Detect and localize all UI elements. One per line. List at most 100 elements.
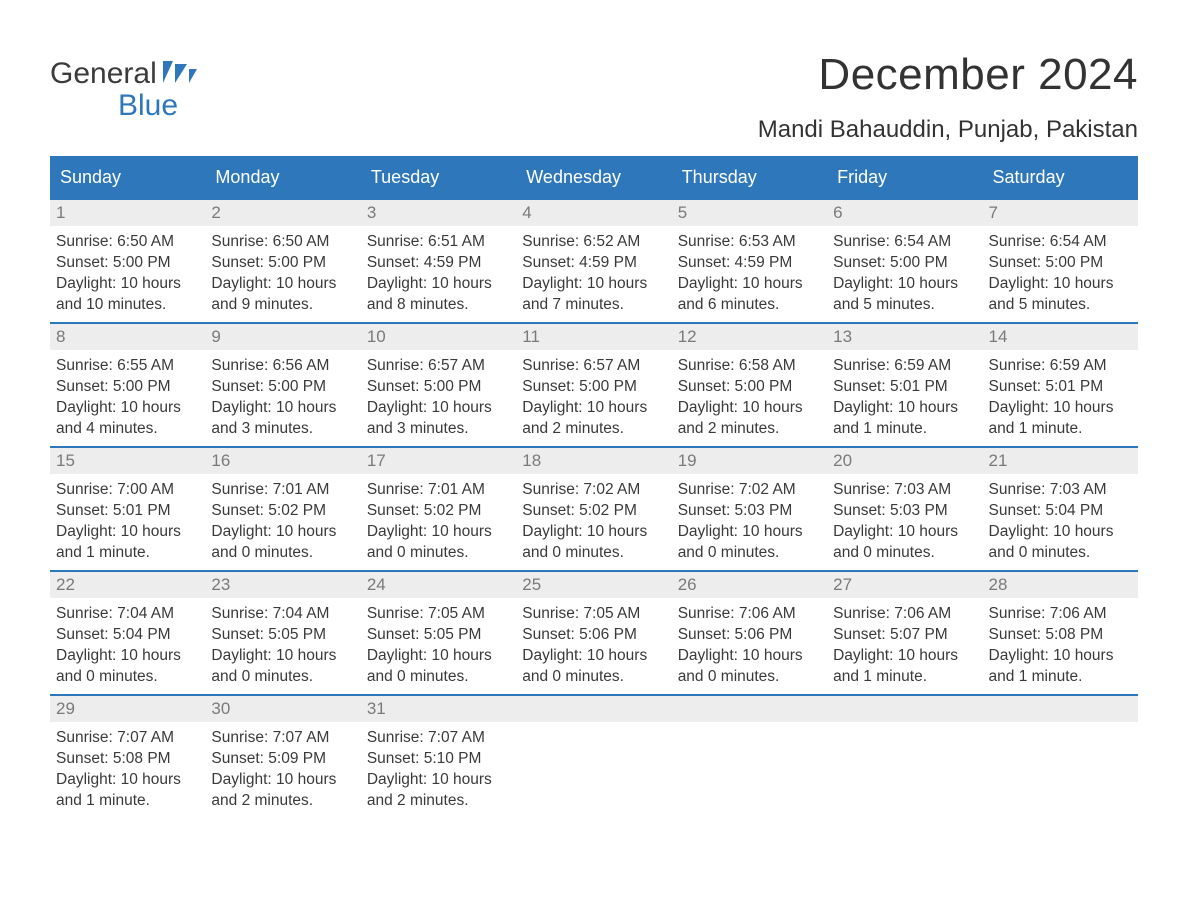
day-details: Sunrise: 7:07 AMSunset: 5:09 PMDaylight:…: [205, 722, 360, 816]
day-details: Sunrise: 7:01 AMSunset: 5:02 PMDaylight:…: [361, 474, 516, 568]
calendar-day-cell: 24Sunrise: 7:05 AMSunset: 5:05 PMDayligh…: [361, 572, 516, 694]
day-daylight1: Daylight: 10 hours: [522, 398, 665, 419]
calendar-week-row: 22Sunrise: 7:04 AMSunset: 5:04 PMDayligh…: [50, 570, 1138, 694]
day-details: Sunrise: 7:02 AMSunset: 5:02 PMDaylight:…: [516, 474, 671, 568]
day-sunset: Sunset: 5:00 PM: [56, 253, 199, 274]
calendar-day-cell: 25Sunrise: 7:05 AMSunset: 5:06 PMDayligh…: [516, 572, 671, 694]
day-details: Sunrise: 6:51 AMSunset: 4:59 PMDaylight:…: [361, 226, 516, 320]
calendar: SundayMondayTuesdayWednesdayThursdayFrid…: [50, 156, 1138, 816]
day-sunset: Sunset: 5:00 PM: [211, 253, 354, 274]
day-number-empty: [672, 696, 827, 722]
day-number: 4: [516, 200, 671, 226]
calendar-day-cell: 11Sunrise: 6:57 AMSunset: 5:00 PMDayligh…: [516, 324, 671, 446]
day-number: 15: [50, 448, 205, 474]
day-daylight2: and 1 minute.: [56, 791, 199, 812]
day-number: 11: [516, 324, 671, 350]
day-details: Sunrise: 6:55 AMSunset: 5:00 PMDaylight:…: [50, 350, 205, 444]
day-number: 5: [672, 200, 827, 226]
day-number: 9: [205, 324, 360, 350]
day-daylight2: and 1 minute.: [989, 667, 1132, 688]
day-sunrise: Sunrise: 6:50 AM: [211, 232, 354, 253]
day-daylight1: Daylight: 10 hours: [367, 646, 510, 667]
day-sunrise: Sunrise: 6:59 AM: [989, 356, 1132, 377]
day-sunrise: Sunrise: 7:02 AM: [522, 480, 665, 501]
day-number: 22: [50, 572, 205, 598]
calendar-day-cell: 31Sunrise: 7:07 AMSunset: 5:10 PMDayligh…: [361, 696, 516, 816]
day-details: Sunrise: 7:00 AMSunset: 5:01 PMDaylight:…: [50, 474, 205, 568]
day-daylight2: and 2 minutes.: [678, 419, 821, 440]
day-sunset: Sunset: 5:05 PM: [211, 625, 354, 646]
day-sunrise: Sunrise: 6:55 AM: [56, 356, 199, 377]
day-details: Sunrise: 6:58 AMSunset: 5:00 PMDaylight:…: [672, 350, 827, 444]
day-number: 13: [827, 324, 982, 350]
day-sunrise: Sunrise: 7:06 AM: [678, 604, 821, 625]
day-number: 7: [983, 200, 1138, 226]
day-daylight1: Daylight: 10 hours: [678, 646, 821, 667]
day-daylight1: Daylight: 10 hours: [989, 398, 1132, 419]
day-sunrise: Sunrise: 7:07 AM: [367, 728, 510, 749]
day-number: 10: [361, 324, 516, 350]
day-details: Sunrise: 6:57 AMSunset: 5:00 PMDaylight:…: [361, 350, 516, 444]
day-details: Sunrise: 6:54 AMSunset: 5:00 PMDaylight:…: [983, 226, 1138, 320]
calendar-day-cell: 16Sunrise: 7:01 AMSunset: 5:02 PMDayligh…: [205, 448, 360, 570]
day-daylight1: Daylight: 10 hours: [211, 522, 354, 543]
calendar-day-cell: 21Sunrise: 7:03 AMSunset: 5:04 PMDayligh…: [983, 448, 1138, 570]
day-sunset: Sunset: 5:03 PM: [678, 501, 821, 522]
day-daylight1: Daylight: 10 hours: [522, 522, 665, 543]
day-daylight1: Daylight: 10 hours: [989, 274, 1132, 295]
day-sunrise: Sunrise: 6:59 AM: [833, 356, 976, 377]
day-number: 14: [983, 324, 1138, 350]
day-details: Sunrise: 7:06 AMSunset: 5:06 PMDaylight:…: [672, 598, 827, 692]
day-daylight1: Daylight: 10 hours: [522, 646, 665, 667]
day-daylight1: Daylight: 10 hours: [367, 522, 510, 543]
calendar-day-cell: [827, 696, 982, 816]
day-number: 8: [50, 324, 205, 350]
day-daylight1: Daylight: 10 hours: [56, 274, 199, 295]
day-sunrise: Sunrise: 6:52 AM: [522, 232, 665, 253]
day-daylight2: and 2 minutes.: [211, 791, 354, 812]
day-details: Sunrise: 7:04 AMSunset: 5:05 PMDaylight:…: [205, 598, 360, 692]
day-sunset: Sunset: 4:59 PM: [522, 253, 665, 274]
day-sunrise: Sunrise: 7:03 AM: [989, 480, 1132, 501]
calendar-day-cell: 10Sunrise: 6:57 AMSunset: 5:00 PMDayligh…: [361, 324, 516, 446]
day-daylight1: Daylight: 10 hours: [367, 398, 510, 419]
day-details: Sunrise: 6:57 AMSunset: 5:00 PMDaylight:…: [516, 350, 671, 444]
day-sunset: Sunset: 5:10 PM: [367, 749, 510, 770]
day-details: Sunrise: 7:05 AMSunset: 5:06 PMDaylight:…: [516, 598, 671, 692]
day-number: 19: [672, 448, 827, 474]
day-daylight2: and 0 minutes.: [211, 667, 354, 688]
calendar-day-cell: 7Sunrise: 6:54 AMSunset: 5:00 PMDaylight…: [983, 200, 1138, 322]
day-daylight2: and 7 minutes.: [522, 295, 665, 316]
day-details: Sunrise: 6:52 AMSunset: 4:59 PMDaylight:…: [516, 226, 671, 320]
day-daylight2: and 5 minutes.: [989, 295, 1132, 316]
day-daylight1: Daylight: 10 hours: [833, 398, 976, 419]
day-sunset: Sunset: 5:00 PM: [989, 253, 1132, 274]
day-number: 18: [516, 448, 671, 474]
calendar-day-cell: 27Sunrise: 7:06 AMSunset: 5:07 PMDayligh…: [827, 572, 982, 694]
day-daylight2: and 0 minutes.: [833, 543, 976, 564]
page-header: General Blue December 2024 Mandi Bahaudd…: [50, 50, 1138, 144]
day-sunrise: Sunrise: 6:58 AM: [678, 356, 821, 377]
day-details: Sunrise: 7:06 AMSunset: 5:08 PMDaylight:…: [983, 598, 1138, 692]
day-number-empty: [983, 696, 1138, 722]
calendar-day-cell: 8Sunrise: 6:55 AMSunset: 5:00 PMDaylight…: [50, 324, 205, 446]
day-daylight2: and 9 minutes.: [211, 295, 354, 316]
day-sunset: Sunset: 5:07 PM: [833, 625, 976, 646]
day-sunrise: Sunrise: 6:56 AM: [211, 356, 354, 377]
calendar-day-cell: 23Sunrise: 7:04 AMSunset: 5:05 PMDayligh…: [205, 572, 360, 694]
day-number: 21: [983, 448, 1138, 474]
day-sunrise: Sunrise: 6:57 AM: [522, 356, 665, 377]
day-daylight1: Daylight: 10 hours: [56, 522, 199, 543]
day-sunrise: Sunrise: 6:57 AM: [367, 356, 510, 377]
calendar-day-cell: 15Sunrise: 7:00 AMSunset: 5:01 PMDayligh…: [50, 448, 205, 570]
day-daylight2: and 1 minute.: [833, 419, 976, 440]
day-sunrise: Sunrise: 6:54 AM: [833, 232, 976, 253]
day-details: Sunrise: 7:03 AMSunset: 5:03 PMDaylight:…: [827, 474, 982, 568]
day-daylight1: Daylight: 10 hours: [678, 398, 821, 419]
calendar-day-cell: 6Sunrise: 6:54 AMSunset: 5:00 PMDaylight…: [827, 200, 982, 322]
day-daylight2: and 2 minutes.: [522, 419, 665, 440]
day-sunset: Sunset: 5:09 PM: [211, 749, 354, 770]
day-sunrise: Sunrise: 7:06 AM: [989, 604, 1132, 625]
day-daylight2: and 0 minutes.: [522, 543, 665, 564]
day-daylight2: and 0 minutes.: [367, 543, 510, 564]
